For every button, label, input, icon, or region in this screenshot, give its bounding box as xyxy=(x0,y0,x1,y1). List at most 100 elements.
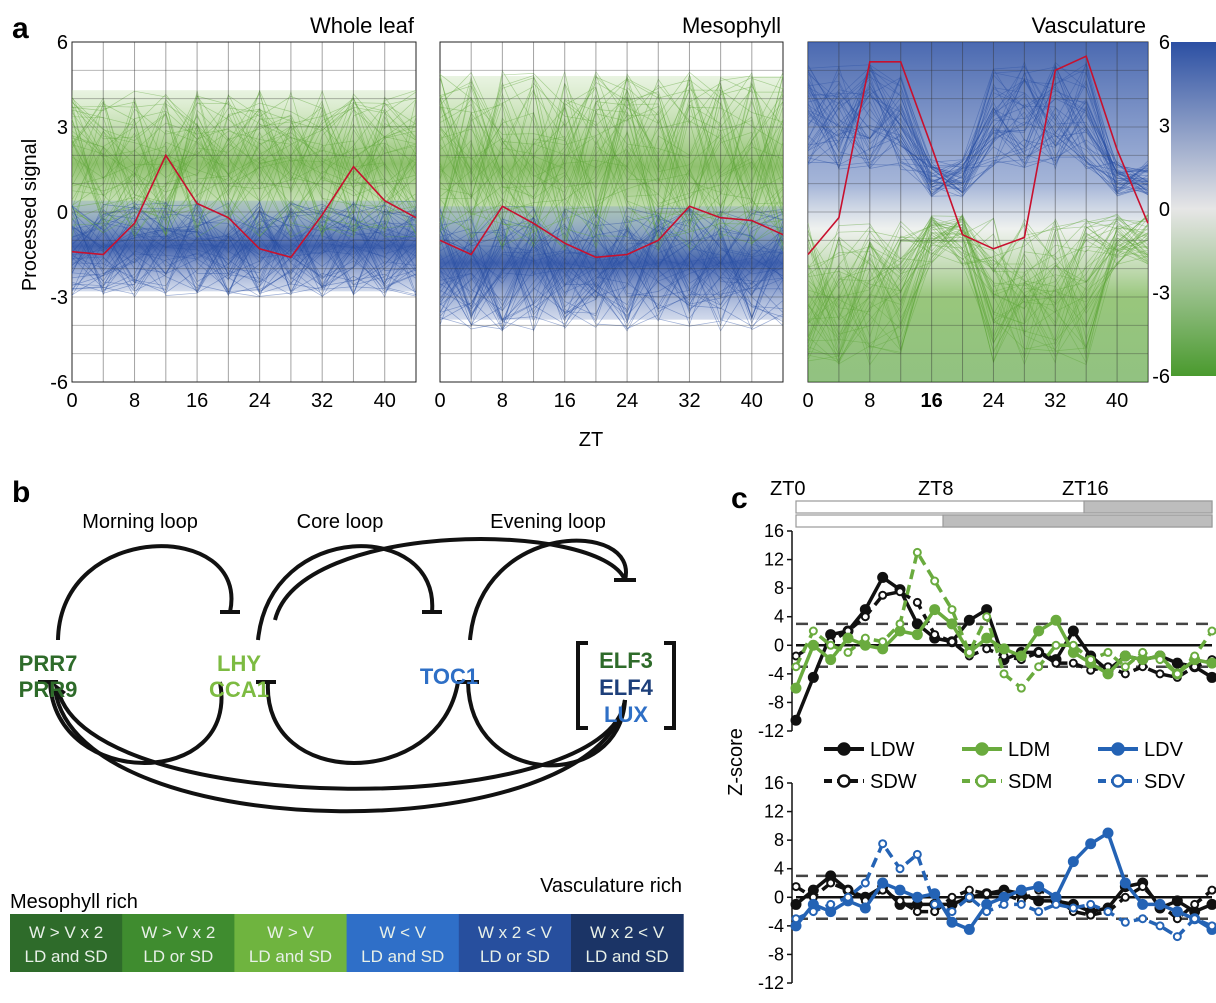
expression-trace xyxy=(71,103,417,238)
expression-trace xyxy=(807,82,1149,187)
expression-trace xyxy=(807,214,1149,360)
data-point-ldw xyxy=(1171,657,1183,669)
expression-trace xyxy=(439,79,784,248)
colorbar-tick-label: -6 xyxy=(1152,366,1170,388)
expression-trace xyxy=(71,211,417,284)
gene-cca1: CCA1 xyxy=(209,677,269,702)
expression-trace xyxy=(71,96,417,234)
data-point-sdv xyxy=(843,892,853,902)
expression-trace xyxy=(71,91,417,187)
legend-box xyxy=(234,914,348,972)
data-point-sdw xyxy=(843,885,853,895)
expression-trace xyxy=(807,78,1149,192)
expression-trace xyxy=(439,89,784,239)
expression-trace xyxy=(807,98,1149,194)
x-tick-label: 24 xyxy=(982,390,1004,412)
data-point-ldw xyxy=(963,614,975,626)
expression-trace xyxy=(71,201,417,297)
expression-trace xyxy=(71,116,417,237)
data-point-sdv xyxy=(1172,932,1182,942)
expression-trace xyxy=(807,229,1149,349)
expression-trace xyxy=(439,205,784,326)
gene-prr7: PRR7 xyxy=(19,651,78,676)
data-point-ldv xyxy=(1119,877,1131,889)
expression-trace xyxy=(807,66,1149,183)
y-tick-label: 8 xyxy=(774,578,784,598)
data-point-ldv xyxy=(1171,906,1183,918)
data-point-ldv xyxy=(963,923,975,935)
highlight-trace xyxy=(439,205,784,259)
expression-trace xyxy=(807,218,1149,336)
data-point-ldv xyxy=(1067,856,1079,868)
legend-label-ldw: LDW xyxy=(870,739,915,761)
time-label-zt0: ZT0 xyxy=(770,478,806,500)
expression-trace xyxy=(807,63,1149,196)
expression-trace xyxy=(807,86,1149,186)
expression-trace xyxy=(439,223,784,313)
expression-trace xyxy=(807,91,1149,194)
expression-trace xyxy=(807,221,1149,354)
expression-trace xyxy=(807,82,1149,182)
expression-trace xyxy=(807,215,1149,364)
y-tick-label: -12 xyxy=(758,721,784,741)
data-point-sdv xyxy=(1016,899,1026,909)
expression-trace xyxy=(71,106,417,238)
expression-trace xyxy=(807,218,1149,352)
expression-trace xyxy=(439,209,784,330)
panel-a-plot-3: Vasculature 0 8 16 24 32 40 xyxy=(802,13,1149,412)
expression-trace xyxy=(71,208,417,293)
expression-trace xyxy=(71,202,417,294)
expression-trace xyxy=(807,87,1149,191)
data-point-sdm xyxy=(1138,647,1148,657)
data-point-ldm xyxy=(1015,650,1027,662)
y-tick-label: -4 xyxy=(768,916,784,936)
expression-trace xyxy=(807,73,1149,193)
data-point-sdv xyxy=(912,849,922,859)
data-point-ldv xyxy=(894,884,906,896)
data-point-sdw xyxy=(895,587,905,597)
data-point-sdv xyxy=(1120,917,1130,927)
expression-trace xyxy=(71,93,417,186)
data-point-sdv xyxy=(791,914,801,924)
data-point-sdw xyxy=(826,878,836,888)
data-point-ldm xyxy=(998,643,1010,655)
plot-title: Vasculature xyxy=(1031,13,1146,38)
expression-trace xyxy=(807,233,1149,359)
expression-trace xyxy=(71,93,417,234)
expression-trace xyxy=(71,202,417,295)
expression-trace xyxy=(807,213,1149,364)
expression-trace xyxy=(71,204,417,292)
expression-trace xyxy=(71,98,417,223)
expression-trace xyxy=(71,223,417,296)
expression-trace xyxy=(71,212,417,298)
expression-trace xyxy=(71,98,417,229)
x-tick-label: 32 xyxy=(311,390,333,412)
expression-trace xyxy=(71,208,417,293)
data-point-sdv xyxy=(1155,921,1165,931)
data-point-sdm xyxy=(999,669,1009,679)
expression-trace xyxy=(439,94,784,250)
data-point-ldv xyxy=(1154,898,1166,910)
expression-trace xyxy=(439,228,784,319)
expression-trace xyxy=(439,116,784,247)
expression-trace xyxy=(807,64,1149,192)
expression-trace xyxy=(71,206,417,273)
expression-trace xyxy=(807,218,1149,366)
colorbar-tick-label: 6 xyxy=(1159,32,1170,54)
expression-trace xyxy=(439,217,784,316)
expression-trace xyxy=(71,207,417,293)
data-point-sdv xyxy=(895,864,905,874)
expression-trace xyxy=(71,90,417,204)
expression-trace xyxy=(71,102,417,228)
x-tick-label: 16 xyxy=(186,390,208,412)
expression-trace xyxy=(439,88,784,235)
data-point-sdw xyxy=(791,651,801,661)
panel-letter-b: b xyxy=(12,476,30,509)
expression-trace xyxy=(71,204,417,280)
data-point-sdw xyxy=(1120,892,1130,902)
data-point-sdm xyxy=(826,640,836,650)
data-point-ldm xyxy=(1102,668,1114,680)
data-point-sdm xyxy=(1172,669,1182,679)
expression-trace xyxy=(439,82,784,249)
expression-trace xyxy=(71,201,417,297)
